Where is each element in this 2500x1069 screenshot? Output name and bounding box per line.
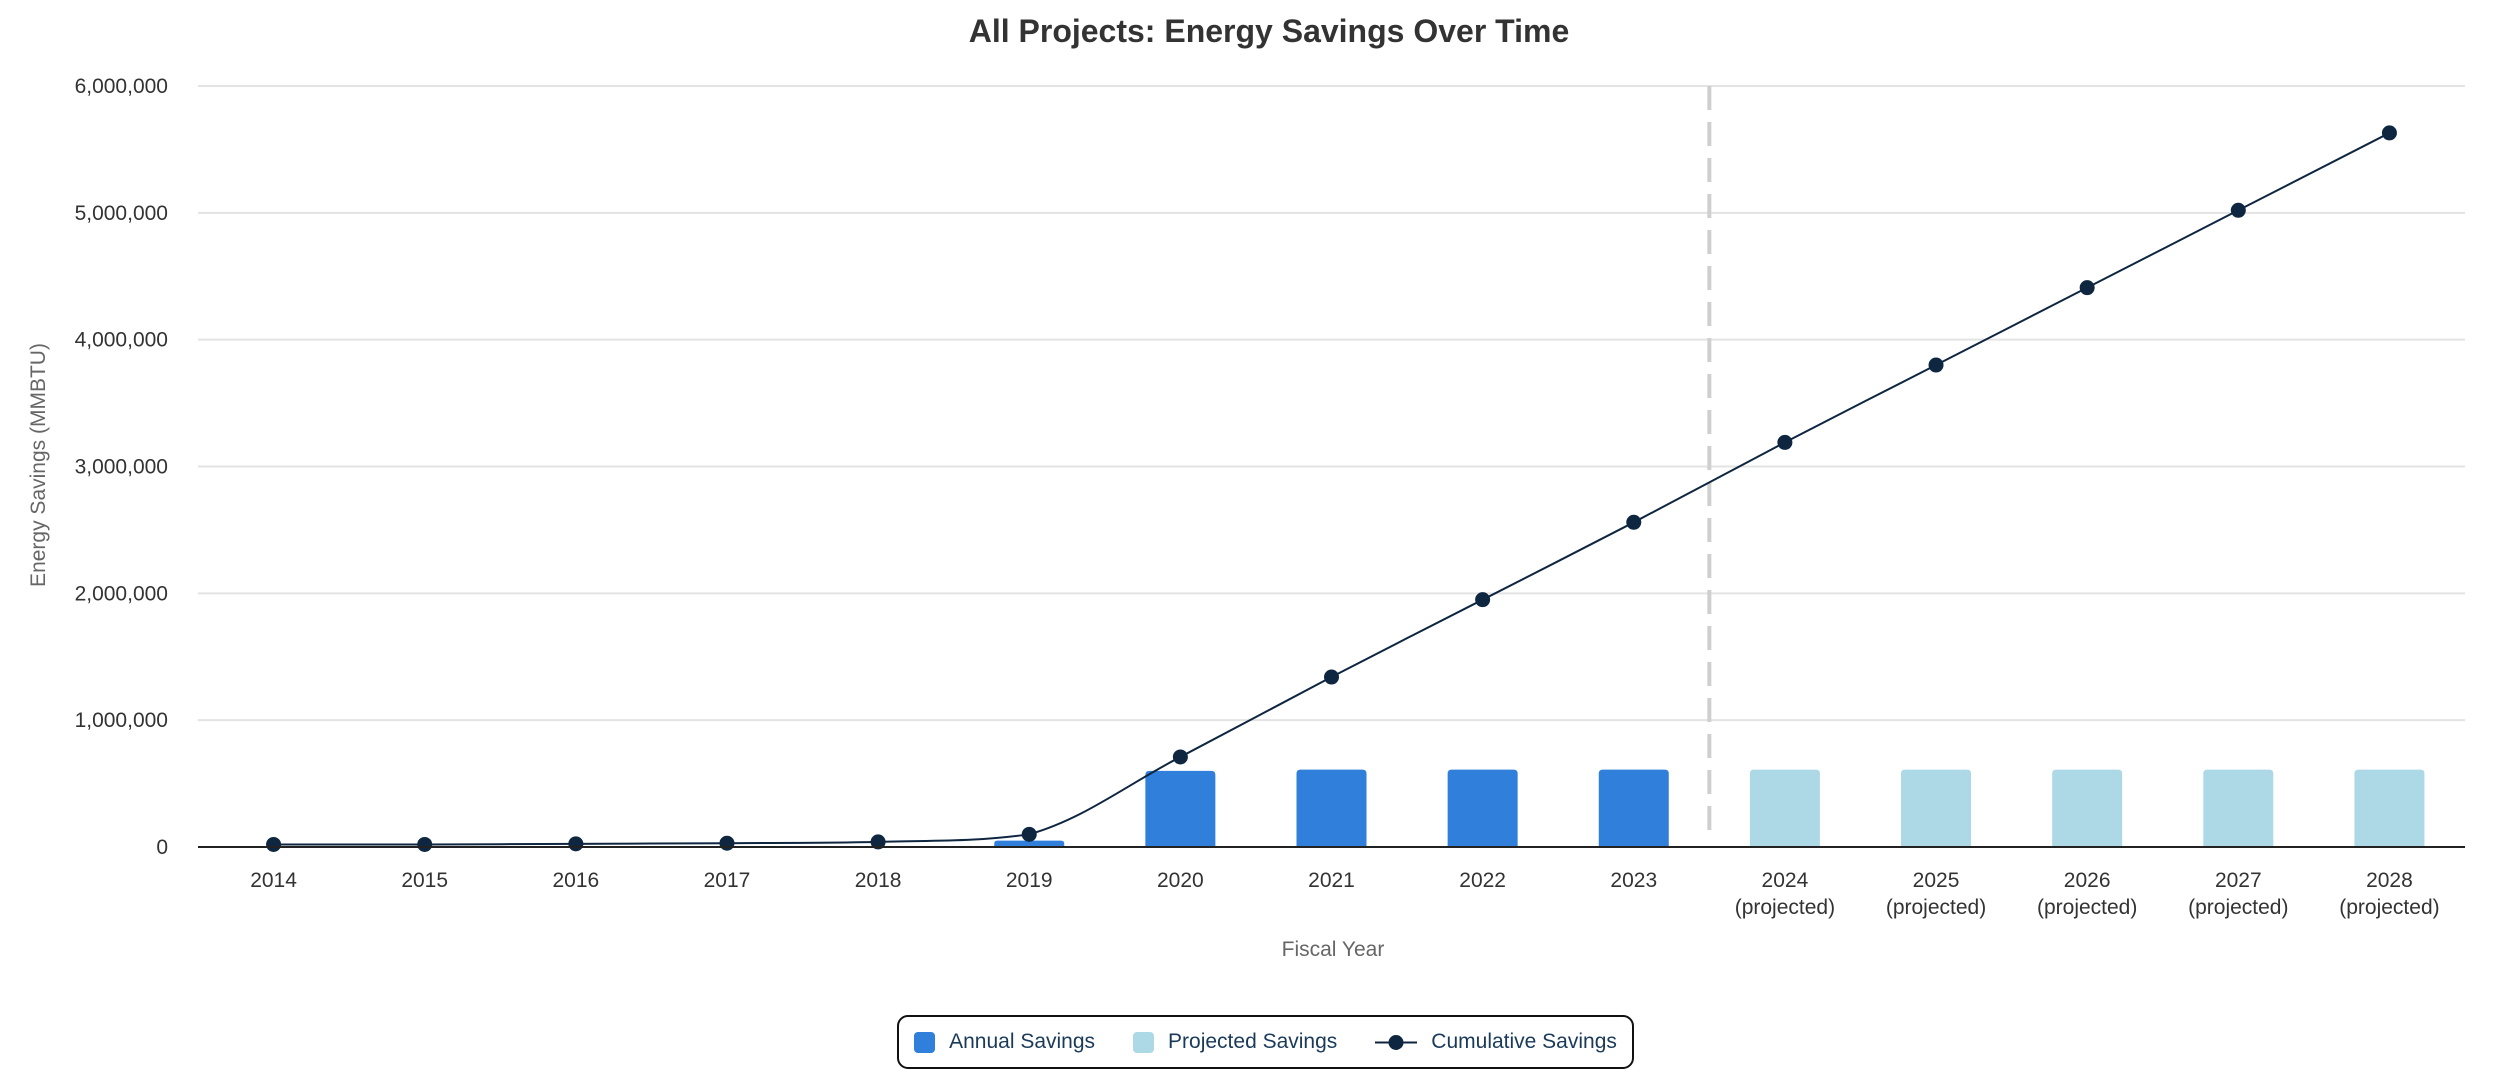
cumulative-swatch-icon	[1375, 1034, 1418, 1050]
cumulative-savings-point	[2381, 125, 2397, 141]
legend: Annual Savings Projected Savings Cumulat…	[897, 1015, 1634, 1069]
cumulative-savings-point	[719, 835, 735, 851]
cumulative-savings-point	[2079, 280, 2095, 296]
x-tick-sublabel: (projected)	[1735, 896, 1835, 919]
legend-label-projected: Projected Savings	[1168, 1030, 1338, 1053]
cumulative-savings-point	[1172, 749, 1188, 765]
y-tick-label: 6,000,000	[75, 75, 168, 98]
x-tick-sublabel: (projected)	[1886, 896, 1986, 919]
y-tick-label: 2,000,000	[75, 582, 168, 605]
bars	[540, 769, 2425, 847]
x-axis-title: Fiscal Year	[1282, 938, 1385, 961]
x-tick-label: 2015	[401, 869, 448, 892]
y-tick-label: 5,000,000	[75, 202, 168, 225]
x-tick-sublabel: (projected)	[2037, 896, 2137, 919]
cumulative-savings-point	[266, 836, 282, 852]
y-tick-label: 4,000,000	[75, 329, 168, 352]
axes: 0 1,000,000 2,000,000 3,000,000 4,000,000 5,0…	[75, 75, 2465, 919]
x-tick-label: 2025	[1913, 869, 1960, 892]
projected-savings-bar	[2354, 769, 2425, 847]
cumulative-savings-point	[1777, 434, 1793, 450]
cumulative-savings-point	[2230, 202, 2246, 218]
annual-savings-bar	[1447, 769, 1518, 847]
cumulative-savings-point	[1021, 826, 1037, 842]
x-tick-label: 2023	[1610, 869, 1657, 892]
chart-title: All Projects: Energy Savings Over Time	[969, 13, 1570, 49]
cumulative-savings-point	[1928, 357, 1944, 373]
cumulative-savings-point	[1626, 514, 1642, 530]
annual-savings-bar	[994, 840, 1065, 847]
grid-lines	[198, 85, 2465, 722]
annual-savings-bar	[1296, 769, 1367, 847]
x-tick-sublabel: (projected)	[2188, 896, 2288, 919]
legend-item-cumulative[interactable]: Cumulative Savings	[1375, 1030, 1617, 1054]
projected-savings-bar	[1749, 769, 1820, 847]
x-tick-label: 2020	[1157, 869, 1204, 892]
projected-savings-bar	[2203, 769, 2274, 847]
legend-label-cumulative: Cumulative Savings	[1431, 1030, 1617, 1053]
x-tick-label: 2026	[2064, 869, 2111, 892]
cumulative-line-group	[266, 125, 2397, 852]
x-tick-label: 2022	[1459, 869, 1506, 892]
x-tick-label: 2027	[2215, 869, 2262, 892]
y-tick-label: 0	[156, 836, 168, 859]
legend-item-annual[interactable]: Annual Savings	[914, 1030, 1095, 1054]
y-tick-label: 1,000,000	[75, 709, 168, 732]
x-tick-label: 2017	[704, 869, 751, 892]
x-tick-label: 2024	[1762, 869, 1809, 892]
x-tick-label: 2021	[1308, 869, 1355, 892]
legend-label-annual: Annual Savings	[949, 1030, 1096, 1053]
cumulative-savings-point	[417, 836, 433, 852]
y-axis-title: Energy Savings (MMBTU)	[27, 343, 50, 587]
y-tick-label: 3,000,000	[75, 456, 168, 479]
x-tick-label: 2016	[552, 869, 599, 892]
x-tick-sublabel: (projected)	[2339, 896, 2439, 919]
annual-savings-bar	[1145, 770, 1216, 847]
cumulative-savings-point	[1475, 592, 1491, 608]
cumulative-savings-point	[870, 834, 886, 850]
cumulative-savings-point	[568, 836, 584, 852]
projected-swatch	[1133, 1031, 1155, 1053]
annual-swatch	[914, 1031, 936, 1053]
cumulative-savings-line	[273, 132, 2390, 846]
annual-savings-bar	[1598, 769, 1669, 847]
x-tick-label: 2028	[2366, 869, 2413, 892]
legend-item-projected[interactable]: Projected Savings	[1133, 1030, 1337, 1054]
cumulative-savings-point	[1324, 669, 1339, 685]
projected-savings-bar	[1901, 769, 1972, 847]
projected-savings-bar	[2052, 769, 2123, 847]
x-tick-label: 2018	[855, 869, 902, 892]
x-tick-label: 2019	[1006, 869, 1053, 892]
x-tick-label: 2014	[250, 869, 297, 892]
